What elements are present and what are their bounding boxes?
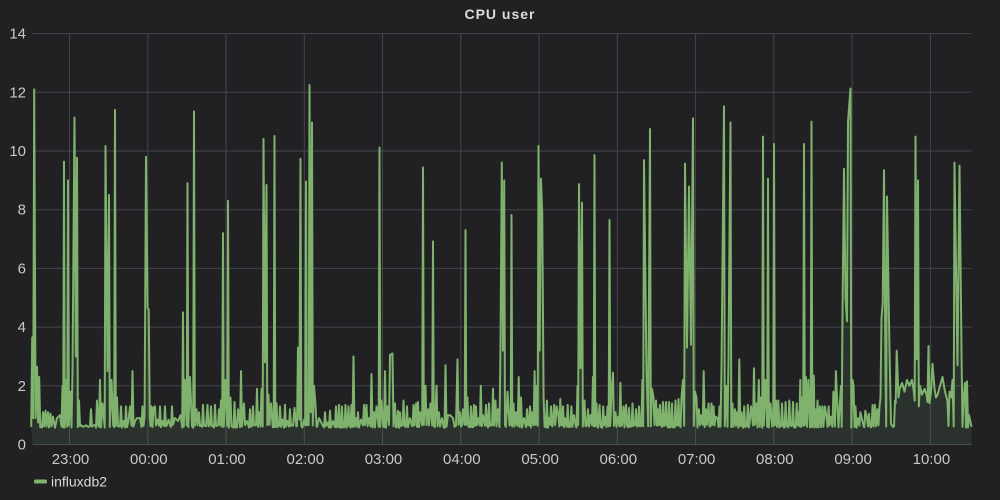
svg-text:06:00: 06:00 [600, 451, 638, 468]
svg-text:2: 2 [18, 378, 26, 395]
svg-text:00:00: 00:00 [130, 451, 168, 468]
svg-text:10: 10 [9, 143, 26, 160]
svg-text:14: 14 [9, 26, 26, 43]
svg-text:0: 0 [18, 437, 26, 454]
svg-text:03:00: 03:00 [365, 451, 403, 468]
svg-text:CPU user: CPU user [464, 6, 535, 22]
svg-text:23:00: 23:00 [52, 451, 90, 468]
svg-text:01:00: 01:00 [208, 451, 246, 468]
svg-text:07:00: 07:00 [678, 451, 716, 468]
svg-text:10:00: 10:00 [913, 451, 951, 468]
svg-text:6: 6 [18, 260, 26, 277]
svg-text:09:00: 09:00 [834, 451, 872, 468]
svg-text:05:00: 05:00 [521, 451, 559, 468]
svg-text:influxdb2: influxdb2 [51, 474, 107, 490]
svg-text:08:00: 08:00 [756, 451, 794, 468]
svg-text:8: 8 [18, 202, 26, 219]
svg-text:4: 4 [18, 319, 26, 336]
svg-text:02:00: 02:00 [287, 451, 325, 468]
svg-text:04:00: 04:00 [443, 451, 481, 468]
svg-text:12: 12 [9, 84, 26, 101]
